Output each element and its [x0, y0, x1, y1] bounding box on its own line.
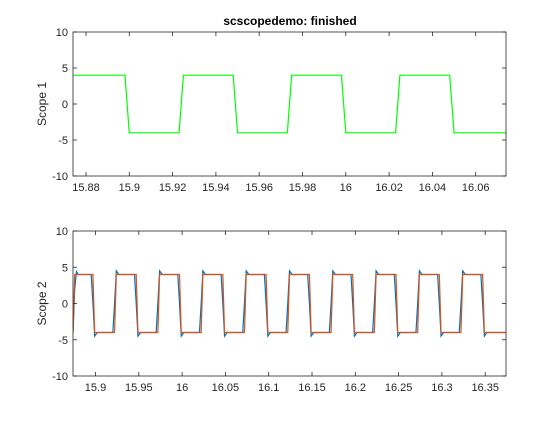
x-tick-label: 15.9	[119, 182, 140, 194]
y-tick-label: 0	[62, 299, 68, 311]
y-tick-label: -5	[58, 135, 68, 147]
x-tick-label: 16.04	[419, 182, 447, 194]
x-tick-label: 16.06	[462, 182, 490, 194]
x-tick-label: 16	[176, 382, 188, 394]
scope-1-ylabel: Scope 1	[35, 82, 49, 126]
y-tick-label: 0	[62, 99, 68, 111]
scope-1-axes: 15.88 15.9 15.92 15.94 15.96 15.98 16 16.02 16.0…	[35, 27, 507, 194]
x-tick-label: 15.88	[72, 182, 100, 194]
y-tick-label: 5	[62, 63, 68, 75]
y-tick-label: 10	[56, 27, 68, 39]
x-tick-label: 15.9	[85, 382, 106, 394]
x-tick-label: 16.35	[471, 382, 499, 394]
scope-2-ylabel: Scope 2	[35, 281, 49, 325]
scope-2-trace-2	[73, 273, 506, 334]
y-tick-label: 5	[62, 262, 68, 274]
x-tick-label: 15.92	[159, 182, 187, 194]
x-tick-label: 16.2	[345, 382, 366, 394]
x-tick-label: 16.05	[212, 382, 240, 394]
y-tick-label: 10	[56, 226, 68, 238]
x-tick-label: 15.98	[289, 182, 317, 194]
x-tick-label: 16.15	[298, 382, 326, 394]
y-tick-label: -10	[52, 371, 68, 383]
y-tick-label: -5	[58, 335, 68, 347]
x-tick-label: 15.95	[125, 382, 153, 394]
x-tick-label: 16.1	[258, 382, 279, 394]
y-tick-label: -10	[52, 171, 68, 183]
x-tick-label: 15.94	[202, 182, 230, 194]
scope-2-axes: 15.9 15.95 16 16.05 16.1 16.15 16.2 16.25 16.3 16…	[35, 226, 507, 394]
x-tick-label: 16.02	[375, 182, 403, 194]
scope-1-trace-1	[73, 74, 506, 134]
x-tick-label: 16.3	[431, 382, 452, 394]
x-tick-label: 15.96	[245, 182, 273, 194]
x-tick-label: 16.25	[385, 382, 413, 394]
figure-title: scscopedemo: finished	[223, 14, 356, 28]
x-tick-label: 16	[340, 182, 352, 194]
